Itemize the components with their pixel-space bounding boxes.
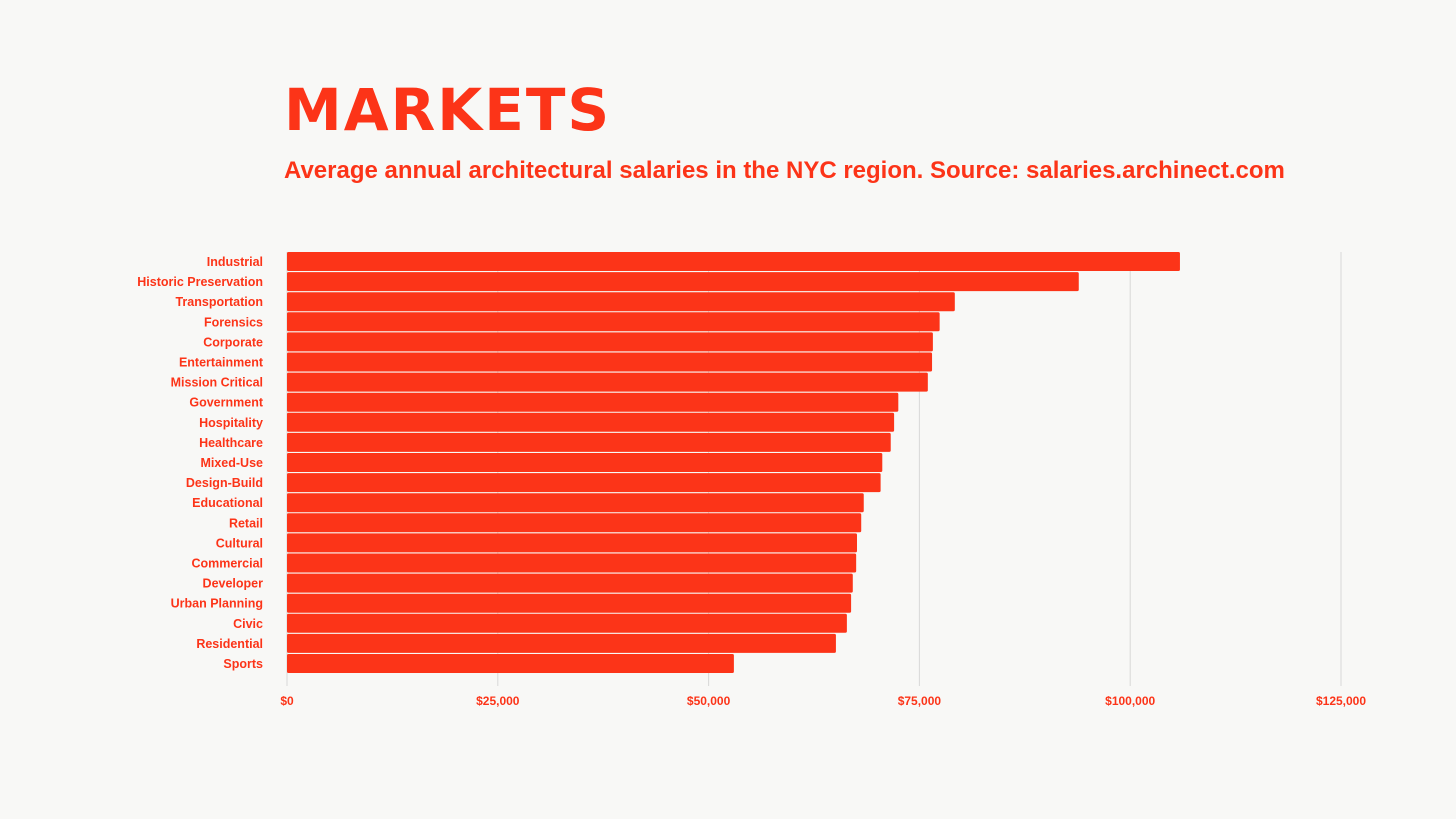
bar [287, 593, 852, 613]
category-label: Mission Critical [171, 376, 263, 390]
category-label: Educational [192, 496, 263, 510]
category-label: Hospitality [199, 416, 263, 430]
bar [287, 573, 853, 593]
category-label: Corporate [203, 335, 263, 349]
bar [287, 493, 864, 513]
category-label: Cultural [216, 536, 263, 550]
bar [287, 272, 1079, 292]
category-label: Retail [229, 516, 263, 530]
category-label: Developer [203, 577, 264, 591]
category-label: Residential [196, 637, 263, 651]
category-label: Entertainment [179, 356, 264, 370]
chart-title: MARKETS [284, 76, 612, 144]
bar [287, 453, 883, 472]
x-tick-label: $125,000 [1316, 694, 1366, 708]
category-label: Commercial [191, 557, 263, 571]
bar [287, 292, 955, 312]
bar [287, 412, 895, 432]
chart-subtitle: Average annual architectural salaries in… [284, 157, 1285, 184]
x-tick-label: $50,000 [687, 694, 731, 708]
category-label: Urban Planning [171, 597, 263, 611]
x-tick-label: $100,000 [1105, 694, 1155, 708]
bar [287, 352, 933, 372]
category-label: Healthcare [199, 436, 263, 450]
bar [287, 533, 858, 553]
bar [287, 633, 836, 653]
bar [287, 654, 734, 673]
category-label: Historic Preservation [137, 275, 263, 289]
bar [287, 553, 857, 573]
bar [287, 473, 881, 493]
category-label: Sports [223, 657, 263, 671]
category-label: Mixed-Use [200, 456, 263, 470]
x-tick-label: $75,000 [898, 694, 942, 708]
category-label: Transportation [175, 295, 263, 309]
x-tick-label: $25,000 [476, 694, 520, 708]
bar [287, 613, 847, 633]
bar [287, 312, 940, 332]
category-label: Forensics [204, 315, 263, 329]
bar [287, 392, 899, 412]
category-label: Civic [233, 617, 263, 631]
bar [287, 432, 891, 452]
bar [287, 513, 862, 533]
category-label: Design-Build [186, 476, 263, 490]
bar [287, 372, 928, 392]
bar [287, 252, 1180, 271]
bar [287, 332, 933, 352]
category-label: Industrial [207, 255, 263, 269]
category-label: Government [189, 396, 263, 410]
x-tick-label: $0 [280, 694, 294, 708]
